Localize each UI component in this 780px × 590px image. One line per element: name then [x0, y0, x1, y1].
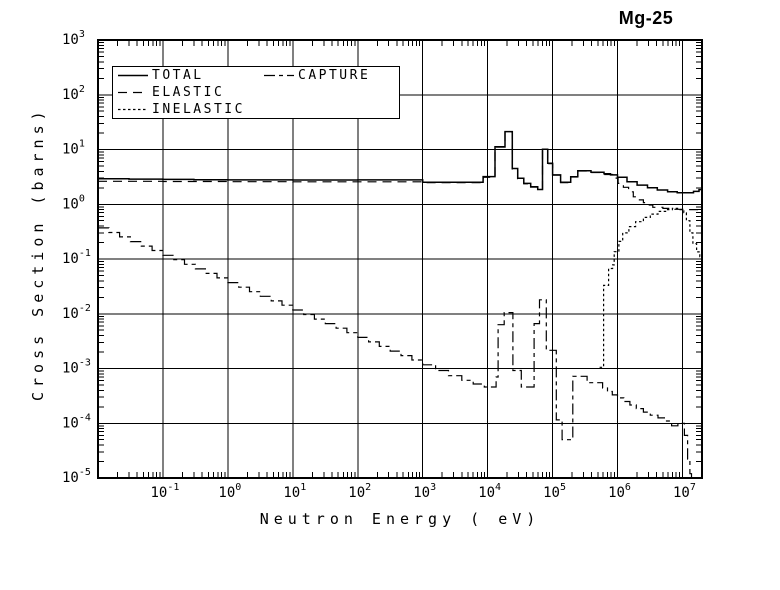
legend-entry-total: TOTAL [118, 68, 264, 83]
x-tick-labels: 10-1 100 101 102 103 104 105 106 107 [150, 482, 695, 501]
legend-label-inelastic: INELASTIC [152, 102, 245, 117]
data-curves [98, 130, 702, 478]
curve-elastic [98, 131, 702, 211]
legend-label-elastic: ELASTIC [152, 85, 225, 100]
elastic-line-sample [118, 91, 148, 94]
svg-text:10-1: 10-1 [62, 248, 91, 267]
svg-text:101: 101 [283, 482, 306, 501]
svg-text:10-4: 10-4 [62, 412, 91, 431]
legend-label-total: TOTAL [152, 68, 204, 83]
curve-inelastic [599, 207, 702, 368]
svg-text:103: 103 [413, 482, 436, 501]
curve-total [98, 130, 702, 194]
svg-text:100: 100 [218, 482, 241, 501]
svg-text:102: 102 [62, 84, 85, 103]
svg-text:102: 102 [348, 482, 371, 501]
svg-text:101: 101 [62, 139, 85, 158]
svg-text:10-3: 10-3 [62, 358, 91, 377]
svg-text:104: 104 [478, 482, 501, 501]
inelastic-line-sample [118, 108, 148, 111]
capture-line-sample [264, 74, 294, 77]
legend-label-capture: CAPTURE [298, 68, 371, 83]
svg-text:10-1: 10-1 [150, 482, 179, 501]
svg-text:10-2: 10-2 [62, 303, 91, 322]
y-axis-label: Cross Section (barns) [29, 106, 47, 401]
curve-capture [98, 227, 693, 478]
svg-text:100: 100 [62, 193, 85, 212]
chart-title: Mg-25 [618, 8, 674, 28]
grid-lines [98, 40, 702, 478]
svg-text:107: 107 [673, 482, 696, 501]
legend-box: TOTAL CAPTURE ELASTIC INELASTIC [112, 66, 400, 119]
legend-entry-capture: CAPTURE [264, 68, 399, 83]
svg-text:10-5: 10-5 [62, 467, 91, 486]
x-axis-label: Neutron Energy ( eV) [259, 510, 541, 528]
svg-text:105: 105 [543, 482, 566, 501]
svg-text:103: 103 [62, 29, 85, 48]
legend-entry-inelastic: INELASTIC [118, 102, 264, 117]
svg-text:106: 106 [608, 482, 631, 501]
y-tick-labels: 103 102 101 100 10-1 10-2 10-3 10-4 10-5 [62, 29, 91, 486]
total-line-sample [118, 74, 148, 77]
legend-entry-elastic: ELASTIC [118, 85, 264, 100]
